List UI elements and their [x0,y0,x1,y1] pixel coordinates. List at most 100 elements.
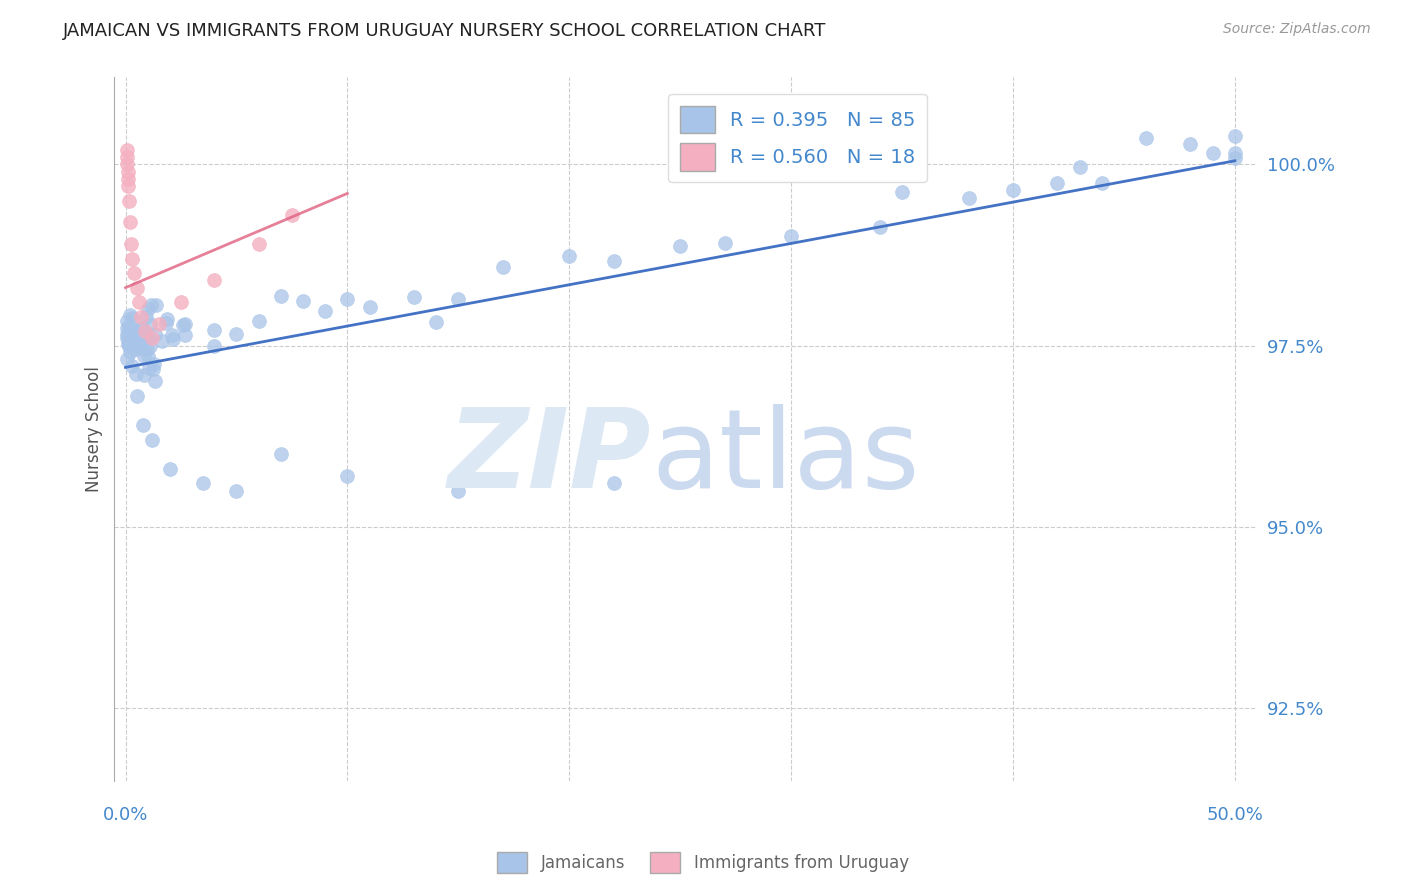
Point [336,469,359,483]
Point [121,252,143,266]
Point [118,338,141,352]
Point [115,326,138,341]
Point [148,317,170,331]
Point [127,327,149,342]
Point [136,349,159,363]
Point [869,220,891,235]
Point [1091,177,1114,191]
Text: ZIP: ZIP [449,403,651,510]
Point [139,339,162,353]
Point [155,316,177,330]
Point [118,308,141,322]
Y-axis label: Nursery School: Nursery School [86,366,103,491]
Point [131,321,153,335]
Point [1223,128,1246,143]
Point [156,312,179,326]
Point [141,331,163,345]
Point [135,310,157,324]
Point [117,157,139,171]
Point [359,300,381,314]
Point [121,322,143,336]
Legend: R = 0.395   N = 85, R = 0.560   N = 18: R = 0.395 N = 85, R = 0.560 N = 18 [668,95,928,182]
Point [125,367,148,381]
Point [117,337,139,351]
Point [129,310,152,324]
Point [602,253,624,268]
Point [121,310,143,325]
Point [142,362,165,376]
Point [138,301,160,316]
Point [170,295,193,310]
Point [247,237,270,252]
Point [118,339,141,353]
Point [125,389,148,403]
Point [117,179,139,194]
Point [162,328,184,343]
Point [1001,183,1024,197]
Point [1223,146,1246,161]
Point [281,208,304,222]
Point [117,164,139,178]
Point [492,260,515,274]
Point [118,344,141,359]
Point [125,329,148,343]
Point [957,191,980,205]
Text: 50.0%: 50.0% [1206,806,1263,824]
Point [172,318,194,332]
Point [602,476,624,491]
Point [202,273,225,287]
Point [125,280,148,294]
Point [336,292,359,306]
Point [128,334,150,349]
Point [125,342,148,356]
Point [425,315,447,329]
Point [121,359,143,373]
Text: atlas: atlas [651,403,920,510]
Point [558,249,581,263]
Point [138,331,160,345]
Point [141,433,163,447]
Point [145,298,167,312]
Point [173,328,195,343]
Point [118,194,141,208]
Point [202,323,225,337]
Point [314,304,336,318]
Point [1135,130,1157,145]
Point [138,361,160,376]
Point [270,447,292,461]
Point [1201,145,1223,160]
Text: JAMAICAN VS IMMIGRANTS FROM URUGUAY NURSERY SCHOOL CORRELATION CHART: JAMAICAN VS IMMIGRANTS FROM URUGUAY NURS… [63,22,827,40]
Point [202,339,225,353]
Point [1223,151,1246,165]
Point [1180,136,1202,151]
Point [891,185,914,199]
Point [118,215,141,229]
Point [447,483,470,498]
Text: 0.0%: 0.0% [103,806,148,824]
Point [141,298,163,312]
Point [134,324,156,338]
Point [115,351,138,366]
Point [159,462,181,476]
Point [143,326,166,341]
Point [131,322,153,336]
Point [125,337,148,351]
Point [120,237,142,252]
Point [225,327,247,342]
Point [120,326,142,340]
Point [780,228,803,243]
Point [136,342,159,356]
Point [1069,160,1091,174]
Point [115,331,138,345]
Point [127,334,149,348]
Point [402,290,425,304]
Point [225,483,247,498]
Point [292,294,315,309]
Point [139,317,162,331]
Point [131,341,153,355]
Text: Source: ZipAtlas.com: Source: ZipAtlas.com [1223,22,1371,37]
Point [132,349,155,363]
Point [117,172,139,186]
Point [669,239,692,253]
Point [713,236,735,251]
